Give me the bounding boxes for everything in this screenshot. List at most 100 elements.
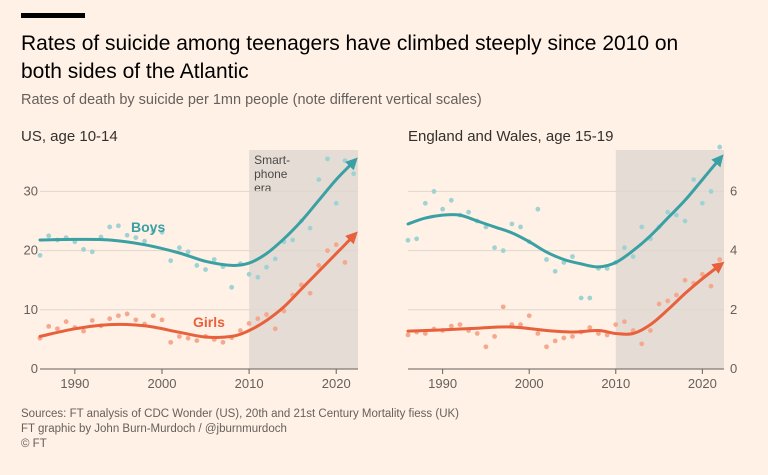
girls-point-uk [518,322,523,328]
chart-footer: Sources: FT analysis of CDC Wonder (US),… [21,407,459,452]
boys-point-uk [682,218,688,224]
x-tick-label-us: 2020 [322,376,351,391]
girls-point-us [237,328,243,333]
boys-point-us [264,264,269,270]
girls-point-us [55,326,60,332]
girls-point-us [246,321,252,326]
girls-point-uk [474,331,480,336]
boys-point-uk [448,197,454,203]
girls-point-uk [448,323,454,329]
boys-point-uk [578,295,584,301]
boys-point-us [325,156,330,162]
boys-point-us [333,200,339,206]
boys-point-us [203,267,208,272]
boys-point-uk [431,189,437,194]
girls-point-uk [405,332,411,338]
smartphone-era-label: phone [254,167,288,181]
girls-point-us [63,319,69,325]
girls-point-us [325,248,330,254]
girls-point-uk [570,334,575,339]
credit-note: FT graphic by John Burn-Murdoch / @jburn… [21,423,287,435]
boys-point-us [272,256,278,262]
boys-point-us [168,258,174,264]
girls-point-uk [682,277,688,283]
boys-point-uk [699,200,705,206]
boys-point-us [307,225,313,231]
smartphone-era-label: Smart- [254,153,290,167]
boys-point-uk [708,189,714,194]
girls-point-us [176,334,182,339]
smartphone-era-label: era [254,181,272,195]
girls-point-uk [613,322,619,328]
boys-point-uk [639,224,645,230]
girls-point-uk [587,325,593,330]
boys-series-label: Boys [131,219,165,235]
x-tick-label-us: 2000 [148,376,177,391]
boys-point-us [133,235,139,241]
boys-point-us [46,233,52,239]
girls-point-us [81,328,86,334]
boys-point-uk [405,237,411,243]
boys-point-us [246,271,252,277]
girls-point-us [150,313,156,319]
boys-point-us [142,238,147,244]
girls-point-us [307,290,313,296]
girls-point-uk [673,292,679,298]
girls-point-uk [422,331,428,336]
y-tick-label-us: 10 [24,302,38,317]
y-tick-label-us: 20 [24,243,38,258]
boys-point-us [159,229,165,235]
y-tick-label-us: 0 [31,361,38,376]
girls-point-uk [544,344,549,350]
boys-point-uk [570,254,575,259]
girls-point-uk [622,319,627,325]
boys-point-uk [622,245,627,251]
boys-point-uk [691,177,697,182]
boys-point-us [229,284,235,290]
girls-point-uk [656,301,662,307]
boys-point-us [116,223,121,229]
girls-point-uk [604,332,610,338]
boys-point-uk [509,221,515,227]
girls-point-us [194,338,200,343]
boys-point-us [194,263,200,268]
ft-top-bar [21,13,85,18]
girls-point-us [316,263,322,268]
girls-point-us [107,316,113,322]
boys-point-us [176,245,182,251]
smartphone-era-shade-us [249,150,358,369]
sources-note: Sources: FT analysis of CDC Wonder (US),… [21,408,460,420]
boys-point-us [150,228,156,234]
girls-point-uk [717,257,723,262]
chart-subtitle: Rates of death by suicide per 1mn people… [21,92,482,108]
x-tick-label-us: 1990 [60,376,89,391]
y-tick-label-us: 30 [24,183,38,198]
girls-point-us [124,311,130,317]
girls-point-uk [596,331,601,336]
girls-point-uk [535,331,541,336]
boys-point-uk [466,209,472,215]
boys-point-us [351,171,357,177]
girls-point-us [168,339,174,345]
girls-point-us [333,242,339,248]
girls-point-uk [483,344,489,350]
boys-point-uk [518,224,523,230]
girls-trend-line-us [38,231,358,339]
girls-point-us [133,317,139,323]
girls-point-us [255,316,261,322]
boys-point-uk [717,144,723,150]
girls-point-uk [492,334,497,339]
boys-point-uk [500,248,506,254]
y-tick-label-uk: 6 [730,183,737,198]
girls-point-us [272,326,278,332]
smartphone-era-shade-uk [615,150,724,369]
x-tick-label-uk: 2000 [515,376,544,391]
boys-point-uk [665,209,671,215]
girls-point-us [342,260,348,265]
boys-point-us [124,232,130,238]
boys-point-uk [630,254,636,259]
girls-trend-line-uk [406,261,725,336]
y-tick-label-uk: 4 [730,243,737,258]
copyright-note: © FT [21,438,47,450]
